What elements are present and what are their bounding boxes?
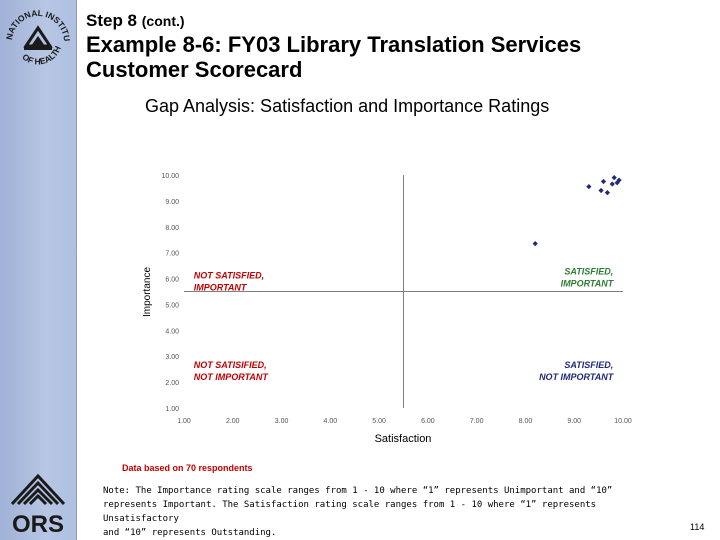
data-point <box>586 184 592 190</box>
x-tick-label: 9.00 <box>567 418 581 425</box>
x-tick-label: 8.00 <box>519 418 533 425</box>
quadrant-label-not-satisfied-not-important-line-2: NOT IMPORTANT <box>194 372 270 382</box>
quadrant-label-not-satisfied-important-line-2: IMPORTANT <box>194 283 248 293</box>
gap-analysis-scatter-chart: 1.00 2.00 3.00 4.00 5.00 6.00 7.00 8.00 9.00 10.0… <box>142 173 632 445</box>
quadrant-label-not-satisfied-not-important-line-1: NOT SATISIFIED, <box>194 360 267 370</box>
nih-seal-logo: NATIONAL INSTITUTES OF HEALTH <box>2 2 72 66</box>
x-tick-label: 5.00 <box>372 418 386 425</box>
data-point <box>598 187 604 194</box>
y-tick-label: 9.00 <box>165 199 179 206</box>
y-tick-label: 3.00 <box>165 354 179 361</box>
x-tick-label: 7.00 <box>470 418 484 425</box>
x-axis-label: Satisfaction <box>375 433 432 445</box>
page-title-line-2: Customer Scorecard <box>86 57 303 82</box>
sidebar-band: NATIONAL INSTITUTES OF HEALTH ORS <box>0 0 77 540</box>
step-continued: (cont.) <box>141 13 185 29</box>
respondents-note: Data based on 70 respondents <box>122 463 253 473</box>
x-tick-label: 1.00 <box>177 418 191 425</box>
y-tick-label: 2.00 <box>165 380 179 387</box>
scale-note: Note: The Importance rating scale ranges… <box>103 484 663 540</box>
svg-text:ORS: ORS <box>12 511 64 536</box>
x-tick-label: 6.00 <box>421 418 435 425</box>
scale-note-line-1: Note: The Importance rating scale ranges… <box>103 486 613 496</box>
step-label: Step 8 (cont.) <box>86 11 185 31</box>
chart-title: Gap Analysis: Satisfaction and Importanc… <box>145 96 550 116</box>
svg-text:NATIONAL INSTITUTES: NATIONAL INSTITUTES <box>2 2 72 42</box>
quadrant-label-not-satisfied-important-line-1: NOT SATISFIED, <box>194 271 264 281</box>
data-point <box>600 178 607 185</box>
y-tick-label: 5.00 <box>165 302 179 309</box>
quadrant-label-satisfied-important-line-1: SATISFIED, <box>564 267 613 277</box>
y-axis-label: Importance <box>142 267 153 317</box>
x-tick-label: 2.00 <box>226 418 240 425</box>
y-tick-label: 7.00 <box>165 251 179 258</box>
page-number: 114 <box>690 522 705 532</box>
data-point <box>604 190 610 196</box>
y-tick-label: 10.00 <box>161 173 179 180</box>
step-number: Step 8 <box>86 11 138 30</box>
x-tick-label: 10.00 <box>614 418 632 425</box>
data-point <box>614 180 620 186</box>
x-tick-label: 4.00 <box>324 418 338 425</box>
data-point <box>616 177 622 183</box>
scale-note-line-2: represents Important. The Satisfaction r… <box>103 500 597 524</box>
data-point <box>532 241 538 247</box>
quadrant-label-satisfied-important-line-2: IMPORTANT <box>561 279 615 289</box>
scale-note-line-3: and “10” represents Outstanding. <box>103 528 277 538</box>
y-tick-label: 8.00 <box>165 225 179 232</box>
quadrant-label-satisfied-not-important-line-1: SATISFIED, <box>564 360 613 370</box>
page-title-line-1: Example 8-6: FY03 Library Translation Se… <box>86 32 582 57</box>
x-tick-label: 3.00 <box>275 418 289 425</box>
quadrant-label-satisfied-not-important-line-2: NOT IMPORTANT <box>539 372 615 382</box>
y-tick-label: 1.00 <box>165 406 179 413</box>
data-point <box>609 181 615 187</box>
data-point <box>611 174 617 181</box>
page-title: Example 8-6: FY03 Library Translation Se… <box>86 32 706 82</box>
ors-logo: ORS <box>10 473 66 536</box>
y-tick-label: 4.00 <box>165 328 179 335</box>
y-tick-label: 6.00 <box>165 277 179 284</box>
